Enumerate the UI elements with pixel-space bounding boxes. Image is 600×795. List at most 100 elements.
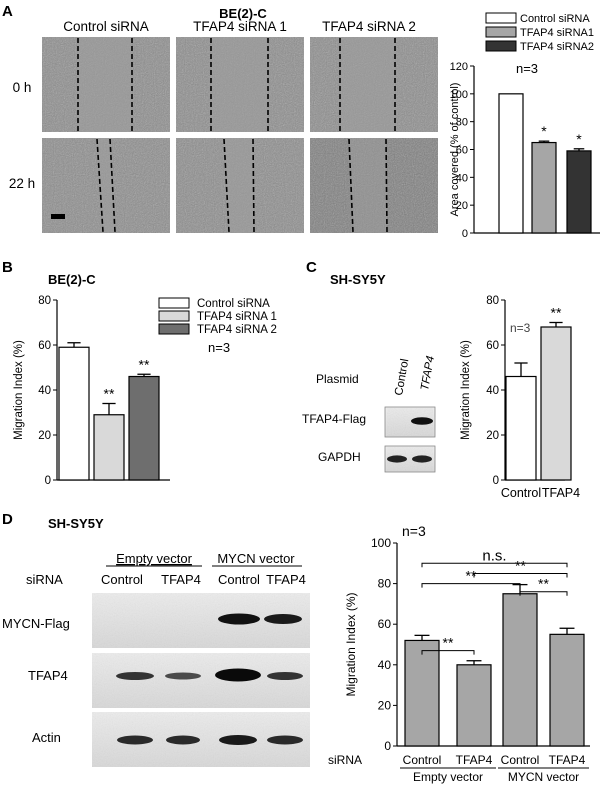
chart-migration-be2c: 0 20 40 60 80 Migration Index (%) ** ** Control … — [13, 295, 277, 487]
n-label: n=3 — [510, 321, 531, 335]
y-tick-label: 20 — [456, 200, 468, 212]
panel-a-title: BE(2)-C — [219, 6, 267, 21]
panel-letter-a: A — [2, 3, 13, 20]
x-tick-label: Control — [403, 753, 442, 767]
y-tick-label: 20 — [378, 698, 392, 712]
y-tick-label: 20 — [38, 430, 51, 442]
n-label: n=3 — [516, 61, 538, 76]
y-axis-label: Migration Index (%) — [460, 340, 472, 440]
sirna-axis-label: siRNA — [328, 753, 362, 767]
y-tick-label: 80 — [456, 117, 468, 129]
legend-label: Control siRNA — [520, 13, 590, 25]
bar — [58, 346, 90, 481]
legend-label: Control siRNA — [197, 298, 270, 310]
significance-mark: ** — [104, 386, 115, 402]
x-tick-label: TFAP4 — [456, 753, 493, 767]
y-tick-label: 40 — [486, 385, 499, 397]
significance-mark: * — [541, 123, 547, 139]
y-tick-label: 60 — [456, 145, 468, 157]
row-label-0h: 0 h — [13, 80, 32, 95]
x-tick-label: TFAP4 — [549, 753, 586, 767]
lane-label-tfap4: TFAP4 — [419, 355, 437, 391]
group-label: Empty vector — [413, 770, 483, 784]
sirna-label: siRNA — [26, 572, 63, 587]
y-tick-label: 100 — [371, 536, 391, 550]
comparison-label: ** — [515, 557, 526, 573]
mycn-vector-label: MYCN vector — [217, 551, 295, 566]
y-tick-label: 60 — [378, 617, 392, 631]
lane-label-control: Control — [393, 358, 411, 397]
lane-3-label: Control — [218, 572, 260, 587]
blot-mycn-flag — [92, 593, 310, 648]
empty-vector-label: Empty vector — [116, 551, 193, 566]
comparison-bracket — [421, 562, 568, 568]
y-tick-label: 40 — [456, 172, 468, 184]
legend-swatch — [158, 323, 190, 335]
y-tick-label: 20 — [486, 430, 499, 442]
bar — [531, 141, 557, 234]
legend-swatch — [485, 40, 517, 52]
blot-tfap4-flag — [384, 406, 436, 438]
chart-area-covered: 0 20 40 60 80 100 120 Area covered (% of contro… — [449, 12, 600, 240]
micrograph-si2-0h — [310, 37, 438, 132]
blot-actin — [92, 712, 310, 767]
significance-mark: ** — [139, 356, 150, 372]
y-tick-label: 80 — [38, 295, 51, 307]
group-label: MYCN vector — [508, 770, 579, 784]
x-tick-label: TFAP4 — [542, 486, 580, 500]
blot-tfap4 — [92, 653, 310, 708]
y-tick-label: 0 — [493, 475, 499, 487]
bar — [549, 633, 585, 747]
x-tick-label: Control — [501, 753, 540, 767]
n-label: n=3 — [402, 523, 426, 539]
comparison-bracket — [519, 591, 568, 596]
comparison-label: ** — [466, 568, 477, 584]
micrograph-grid — [42, 37, 438, 233]
lane-4-label: TFAP4 — [266, 572, 306, 587]
panel-letter-c: C — [306, 259, 317, 276]
legend-label: TFAP4 siRNA2 — [520, 41, 594, 53]
col-header-3: TFAP4 siRNA 2 — [322, 19, 416, 34]
bar — [505, 375, 537, 481]
comparison-bracket — [473, 572, 568, 578]
gapdh-label: GAPDH — [318, 450, 361, 464]
bar — [93, 414, 125, 481]
panel-d-title: SH-SY5Y — [48, 516, 104, 531]
micrograph-ctrl-22h — [42, 138, 170, 233]
chart-migration-shsy5y-c: 0 20 40 60 80 Migration Index (%) ** Control TFA… — [460, 295, 580, 500]
panel-c-title: SH-SY5Y — [330, 272, 386, 287]
micrograph-si1-0h — [176, 37, 304, 132]
bar — [456, 664, 492, 747]
micrograph-si2-22h — [310, 138, 438, 233]
legend-label: TFAP4 siRNA1 — [520, 27, 594, 39]
y-axis-label: Migration Index (%) — [344, 592, 358, 696]
y-tick-label: 0 — [462, 228, 468, 240]
comparison-bracket — [421, 583, 521, 588]
comparison-label: n.s. — [482, 547, 506, 564]
col-header-2: TFAP4 siRNA 1 — [193, 19, 287, 34]
lane-2-label: TFAP4 — [161, 572, 201, 587]
comparison-bracket — [421, 650, 475, 655]
row-label-22h: 22 h — [9, 176, 35, 191]
panel-letter-b: B — [2, 259, 13, 276]
scale-bar — [51, 214, 65, 219]
y-tick-label: 40 — [378, 658, 392, 672]
tfap4-flag-label: TFAP4-Flag — [302, 412, 366, 426]
bar — [566, 150, 592, 234]
legend-swatch — [158, 310, 190, 322]
actin-label: Actin — [32, 730, 61, 745]
micrograph-si1-22h — [176, 138, 304, 233]
legend-label: TFAP4 siRNA 1 — [197, 311, 277, 323]
y-tick-label: 60 — [486, 340, 499, 352]
y-tick-label: 80 — [378, 577, 392, 591]
comparison-label: ** — [538, 576, 549, 592]
bar — [128, 375, 160, 481]
y-tick-label: 40 — [38, 385, 51, 397]
legend-swatch — [485, 26, 517, 38]
y-axis-label: Migration Index (%) — [13, 340, 25, 440]
chart-migration-shsy5y-d: 0 20 40 60 80 100 Migration Index (%) n=3 Contro… — [328, 523, 590, 784]
bar — [540, 326, 572, 481]
bar — [404, 639, 440, 747]
y-tick-label: 80 — [486, 295, 499, 307]
comparison-label: ** — [443, 635, 454, 651]
